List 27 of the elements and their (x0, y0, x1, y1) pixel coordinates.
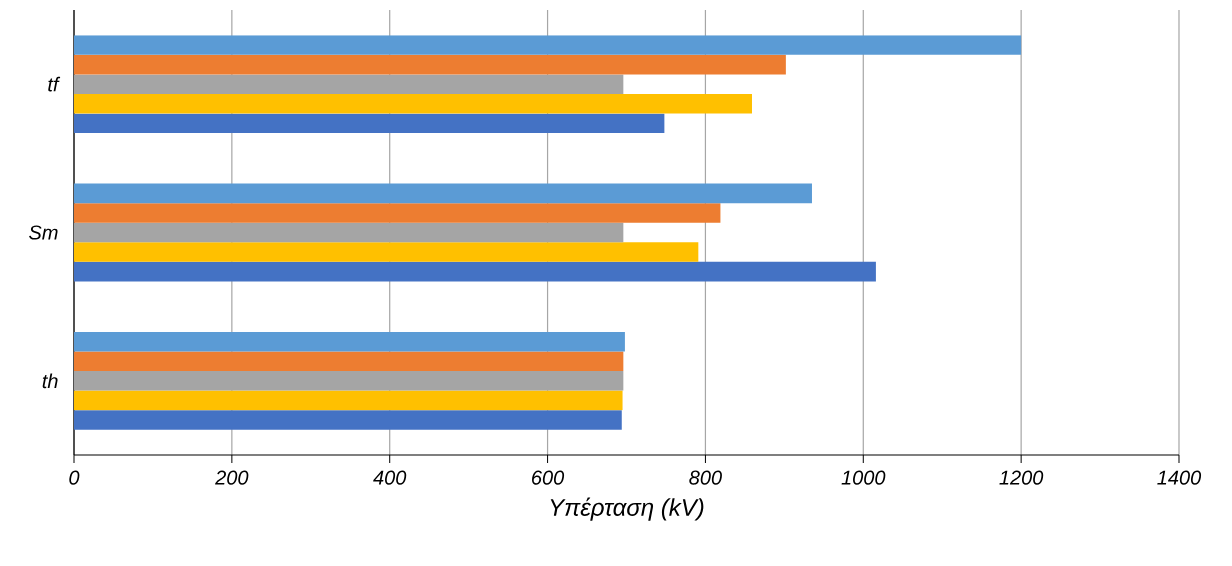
bar (74, 35, 1022, 55)
bar (74, 371, 624, 391)
x-tick-label: 1400 (1157, 470, 1202, 485)
y-tick-label: th (42, 373, 58, 389)
x-tick-label: 600 (532, 470, 565, 485)
bar (74, 203, 721, 223)
bar (74, 261, 876, 282)
x-tick-label: 200 (215, 470, 249, 485)
x-tick-label: 400 (373, 470, 407, 485)
x-tick-label: 0 (69, 470, 80, 485)
x-tick-label: 800 (689, 470, 722, 485)
bar (74, 390, 623, 411)
bar (74, 410, 622, 430)
x-axis-title: Υπέρταση (kV) (550, 497, 704, 521)
bar (74, 351, 624, 372)
bar (74, 74, 624, 94)
bar (74, 54, 786, 75)
y-tick-label: Sm (29, 225, 58, 240)
bar (74, 242, 699, 262)
bar (74, 183, 812, 204)
bar (74, 222, 624, 243)
bar (74, 331, 625, 352)
y-tick-label: tf (48, 76, 61, 92)
x-tick-label: 1000 (841, 470, 886, 485)
x-tick-label: 1200 (999, 470, 1044, 485)
bar (74, 113, 665, 134)
bar (74, 93, 752, 114)
